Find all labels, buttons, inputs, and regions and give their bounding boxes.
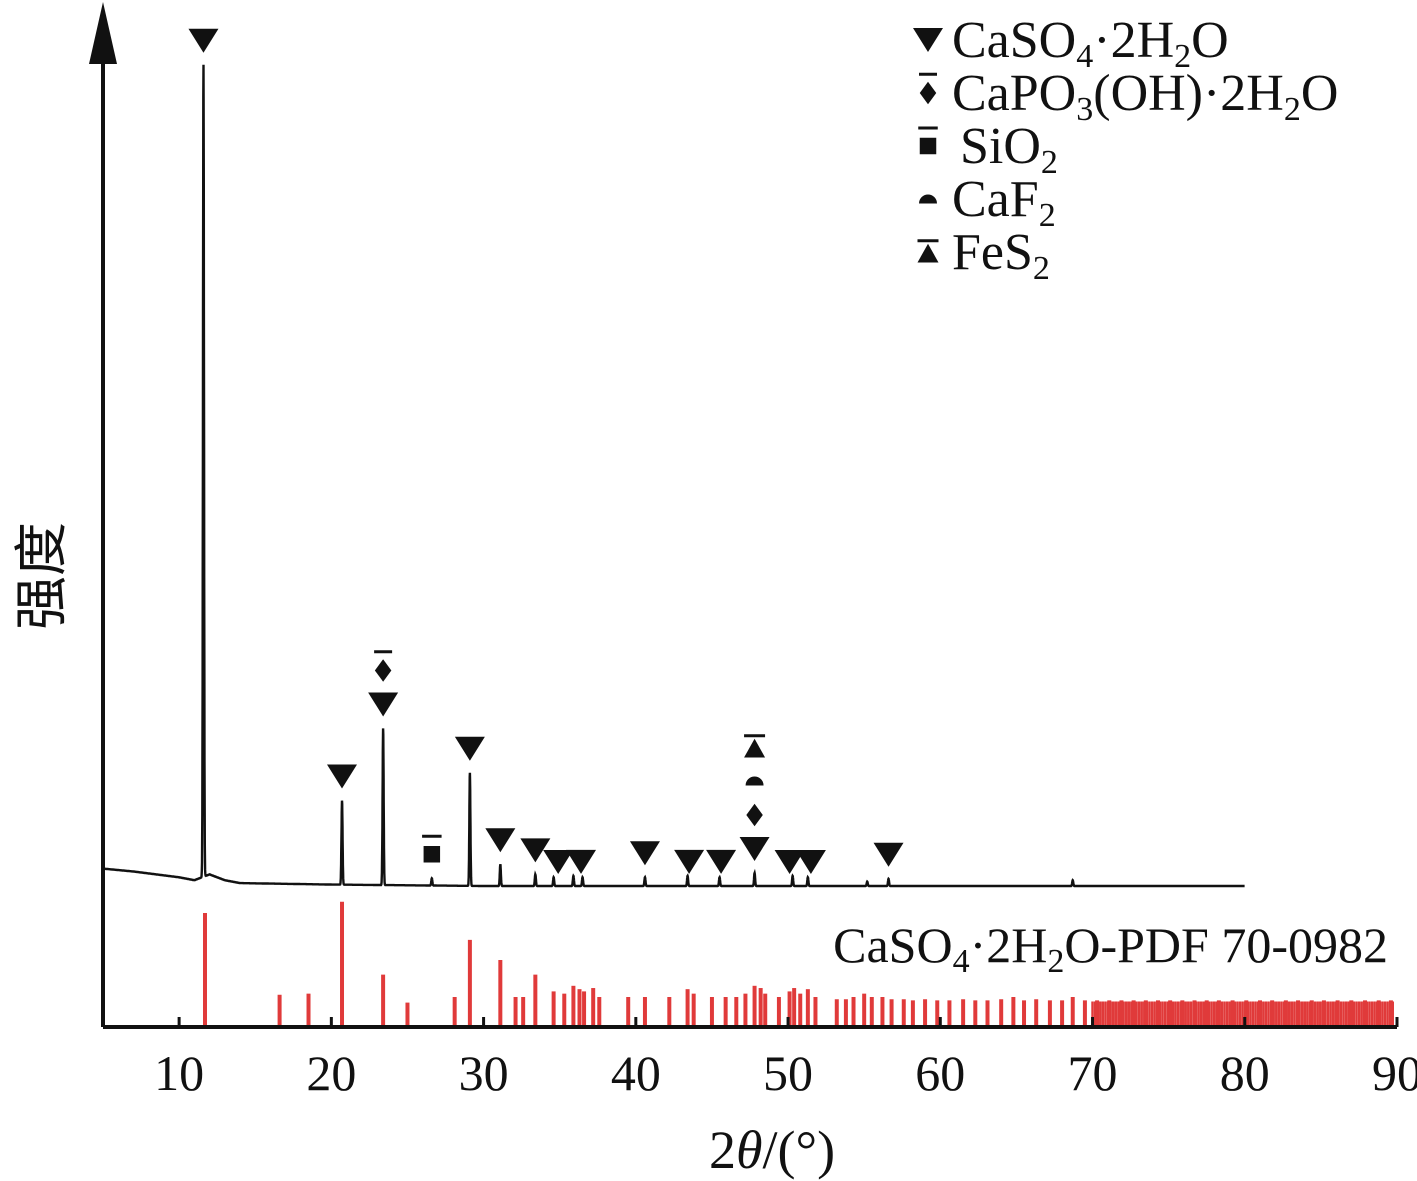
triangle-down-icon [873, 842, 904, 867]
peak-marker-stack [327, 764, 358, 789]
x-tick-label: 90 [1372, 1045, 1417, 1101]
legend-item: CaF2 [919, 171, 1056, 234]
peak-marker-stack [706, 849, 737, 874]
legend-item: SiO2 [918, 118, 1058, 181]
reference-label: CaSO4·2H2O-PDF 70-0982 [833, 917, 1388, 980]
x-tick-label: 80 [1220, 1045, 1270, 1101]
x-tick-label: 60 [915, 1045, 965, 1101]
peak-marker-stack [566, 849, 597, 874]
legend-label: CaF2 [952, 171, 1056, 234]
triangle-down-icon [368, 692, 399, 717]
legend-item: CaSO4·2H2O [913, 12, 1229, 75]
legend-label: FeS2 [952, 224, 1050, 287]
peak-marker-stack [774, 850, 805, 874]
x-tick-label: 20 [306, 1045, 356, 1101]
triangle-down-icon [629, 841, 660, 866]
triangle-down-icon [485, 828, 516, 853]
legend-label: CaPO3(OH)·2H2O [952, 65, 1338, 128]
x-tick-label: 50 [763, 1045, 813, 1101]
peak-marker-stack [674, 849, 705, 874]
half-circle-icon [919, 194, 937, 204]
peak-marker-stack [368, 650, 399, 717]
legend-label: SiO2 [960, 118, 1058, 181]
legend-label: CaSO4·2H2O [952, 12, 1229, 75]
legend-item: FeS2 [917, 224, 1050, 287]
x-ticks: 10 20 30 40 50 60 70 80 90 [154, 1017, 1417, 1101]
triangle-down-icon [520, 838, 551, 863]
peak-marker-stack [629, 841, 660, 866]
triangle-down-icon [774, 850, 805, 874]
diamond-icon [746, 803, 763, 827]
triangle-down-icon [795, 850, 826, 874]
triangle-down-icon [543, 850, 574, 874]
y-axis-title: 强度 [12, 522, 72, 630]
square-icon [423, 846, 441, 863]
peak-marker-stack [873, 842, 904, 867]
x-tick-label: 30 [459, 1045, 509, 1101]
diamond-icon [374, 659, 392, 682]
triangle-down-icon [454, 736, 485, 761]
triangle-down-icon [739, 836, 770, 861]
triangle-up-icon [917, 243, 939, 263]
legend-item: CaPO3(OH)·2H2O [919, 65, 1338, 128]
x-tick-label: 10 [154, 1045, 204, 1101]
axes [89, 2, 1397, 1029]
reference-sticks [202, 901, 1394, 1025]
triangle-down-icon [913, 28, 943, 52]
half-circle-icon [745, 776, 764, 786]
triangle-down-icon [706, 849, 737, 874]
triangle-down-icon [674, 849, 705, 874]
triangle-down-icon [566, 849, 597, 874]
square-icon [919, 137, 937, 155]
x-axis-title: 2θ/(°) [709, 1120, 835, 1180]
peak-marker-stack [454, 736, 485, 761]
peak-marker-stack [520, 838, 551, 863]
peak-marker-stack [795, 850, 826, 874]
peak-marker-stack [188, 28, 219, 53]
triangle-down-icon [188, 28, 219, 53]
y-axis-arrow [89, 2, 117, 64]
peak-markers [188, 28, 904, 874]
peak-marker-stack [485, 828, 516, 853]
peak-marker-stack [739, 734, 770, 861]
diamond-icon [919, 81, 937, 105]
x-tick-label: 40 [611, 1045, 661, 1101]
triangle-up-icon [744, 738, 766, 758]
triangle-down-icon [327, 764, 358, 789]
peak-marker-stack [543, 850, 574, 874]
xrd-pattern-line [102, 64, 1245, 888]
peak-marker-stack [422, 834, 442, 863]
x-tick-label: 70 [1068, 1045, 1118, 1101]
